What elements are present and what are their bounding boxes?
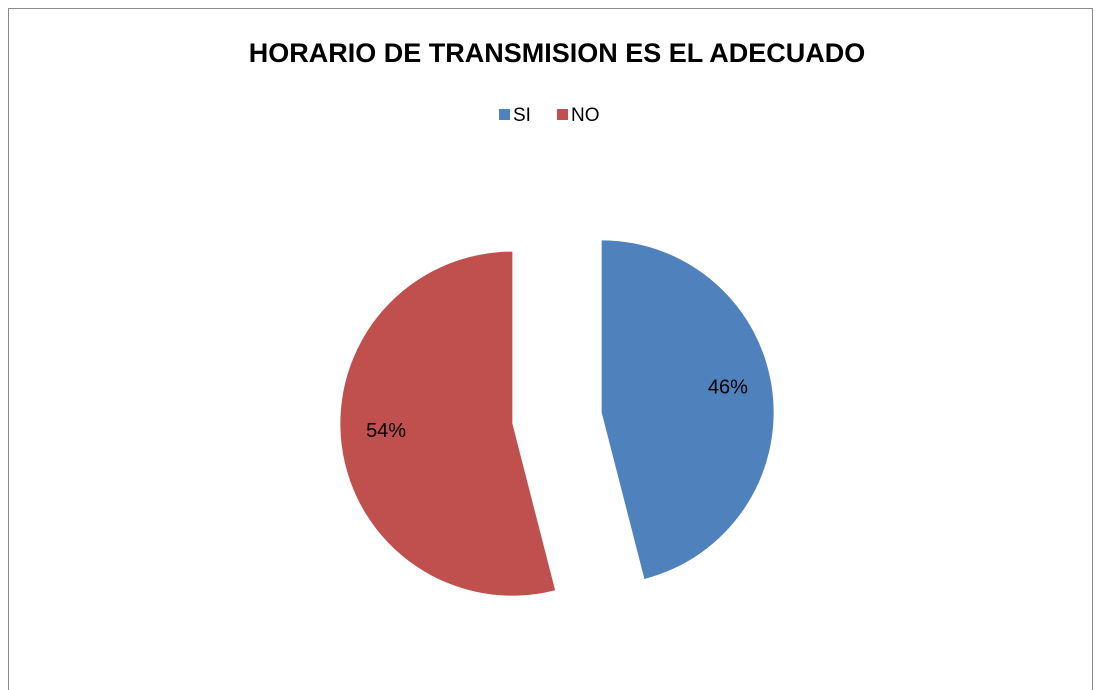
- pie-slice: [601, 240, 774, 579]
- data-label: 54%: [366, 420, 406, 442]
- chart-title: HORARIO DE TRANSMISION ES EL ADECUADO: [249, 38, 866, 68]
- legend-swatch: [499, 109, 510, 120]
- pie-slice: [340, 251, 556, 596]
- legend-swatch: [557, 109, 568, 120]
- legend-label: NO: [571, 105, 600, 126]
- data-label: 46%: [708, 377, 748, 399]
- legend-label: SI: [513, 105, 531, 126]
